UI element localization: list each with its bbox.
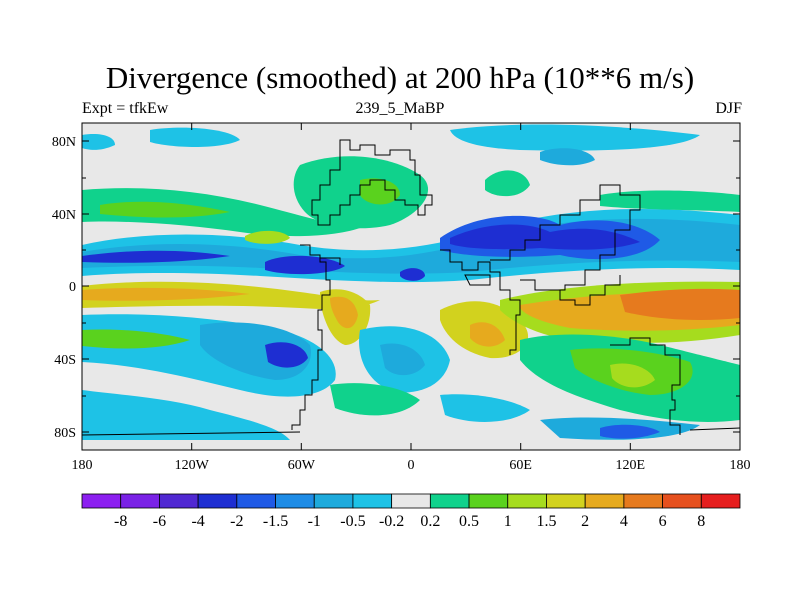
colorbar-label: 6 [659,513,667,530]
colorbar-boxes [81,493,741,509]
colorbar-swatch [391,493,431,509]
lat-label: 40S [54,353,76,368]
contour-band [400,268,425,281]
lon-label: 180 [72,458,93,473]
colorbar-swatch [623,493,663,509]
contour-band [330,296,358,329]
colorbar-label: 1 [504,513,512,530]
contour-band [485,170,530,197]
colorbar-label: 2 [581,513,589,530]
colorbar-label: -6 [153,513,166,530]
contour-band [82,134,115,150]
colorbar-label: -1.5 [263,513,288,530]
coastline [490,184,641,291]
colorbar-swatch [275,493,315,509]
colorbar-label: 4 [620,513,628,530]
map-title: Divergence (smoothed) at 200 hPa (10**6 … [105,60,695,95]
colorbar-swatch [584,493,625,509]
coastline [291,244,331,430]
lon-label: 60E [509,458,532,473]
continent-outlines [82,139,740,436]
colorbar-swatch [507,493,547,509]
colorbar-swatch [236,493,276,509]
contour-band [610,363,655,388]
colorbar-label: -4 [191,513,204,530]
colorbar-swatch [81,493,122,509]
lat-ticks [82,140,740,433]
colorbar-swatch [662,493,702,509]
lat-label: 80S [54,426,76,441]
coastline [689,427,740,431]
colorbar-label: -1 [308,513,321,530]
lon-ticks [191,123,631,450]
contour-fields [82,124,740,440]
colorbar-swatch [700,493,741,509]
lon-label: 120W [175,458,210,473]
colorbar-swatch [313,493,354,509]
colorbar-swatch [429,493,470,509]
colorbar-label: -0.2 [379,513,404,530]
colorbar-label: -2 [230,513,243,530]
coastline [320,257,341,265]
lon-label: 60W [288,458,316,473]
contour-band [440,394,530,422]
contour-band [82,287,250,301]
contour-band [450,124,700,151]
season-label: DJF [715,100,742,117]
lat-labels: 80N 40N 0 40S 80S [52,135,76,441]
lat-label: 0 [69,280,76,295]
coastline [520,275,621,306]
coastline [311,139,433,226]
colorbar-swatch [352,493,393,509]
contour-band [82,250,230,263]
contour-band [600,190,740,212]
lon-label: 120E [616,458,646,473]
contour-band [470,322,505,347]
colorbar-swatch [120,493,160,509]
coastline [440,249,521,355]
contour-band [600,424,660,439]
colorbar-label: 0.5 [459,513,479,530]
colorbar-swatch [546,493,586,509]
contour-band [82,390,290,440]
contour-band [265,342,308,368]
lat-label: 40N [52,208,76,223]
contour-band [100,201,230,218]
contour-band [540,148,595,166]
lon-label: 0 [408,458,415,473]
lon-labels: 180 120W 60W 0 60E 120E 180 [72,458,751,473]
contour-band [150,127,240,147]
colorbar-label: 1.5 [536,513,556,530]
colorbar-labels: -8 -6 -4 -2 -1.5 -1 -0.5 -0.2 0.2 0.5 1 1.5 2 4 6 8 [114,513,705,530]
contour-band [380,343,425,376]
colorbar-swatch [197,493,238,509]
coastline [82,431,301,436]
colorbar-swatch [468,493,509,509]
lon-label: 180 [730,458,751,473]
colorbar-label: -0.5 [340,513,365,530]
run-label: 239_5_MaBP [355,100,445,117]
coastline [464,274,491,286]
lat-label: 80N [52,135,76,150]
contour-band [620,288,740,320]
colorbar-label: 0.2 [420,513,440,530]
experiment-label: Expt = tfkEw [82,100,169,117]
contour-band [82,329,190,349]
colorbar-label: 8 [697,513,705,530]
contour-band [265,255,345,275]
contour-band [330,383,420,416]
coastline [610,337,681,435]
contour-band [450,224,640,250]
colorbar-swatch [159,493,199,509]
colorbar-label: -8 [114,513,127,530]
contour-band [245,230,290,244]
